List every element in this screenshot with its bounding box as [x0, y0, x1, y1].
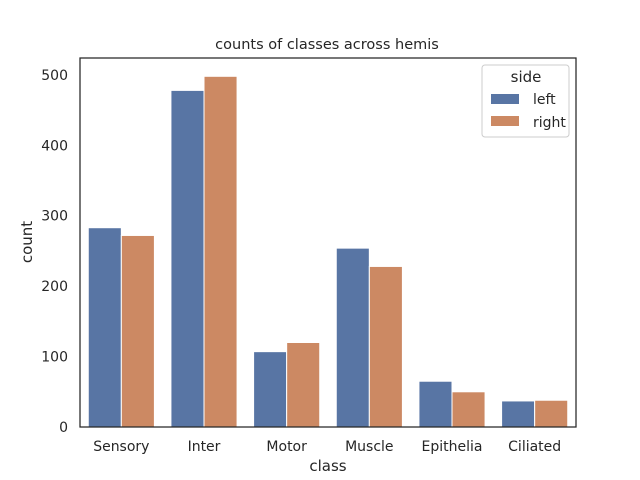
- x-tick-label: Motor: [266, 439, 307, 455]
- bar-muscle-right: [368, 265, 403, 428]
- y-tick-label: 200: [41, 279, 68, 295]
- bar-epithelia-right: [451, 391, 486, 428]
- y-axis-ticks: 0 100 200 300 400 500: [41, 68, 68, 436]
- y-tick-label: 500: [41, 68, 68, 84]
- y-tick-label: 0: [59, 420, 68, 436]
- y-tick-label: 100: [41, 350, 68, 366]
- x-axis-ticks: Sensory Inter Motor Muscle Epithelia Ciliated: [93, 439, 561, 455]
- legend-swatch-left: [491, 94, 519, 104]
- bars-layer: [87, 75, 569, 428]
- x-tick-label: Muscle: [345, 439, 393, 455]
- y-tick-label: 400: [41, 138, 68, 154]
- y-tick-label: 300: [41, 209, 68, 225]
- bar-epithelia-left: [418, 380, 453, 428]
- bar-muscle-left: [335, 247, 370, 428]
- x-tick-label: Ciliated: [508, 439, 561, 455]
- bar-sensory-right: [120, 234, 155, 428]
- bar-ciliated-left: [501, 400, 536, 428]
- bar-inter-right: [203, 75, 238, 428]
- bar-inter-left: [170, 89, 205, 428]
- bar-motor-left: [253, 351, 288, 428]
- x-tick-label: Inter: [188, 439, 221, 455]
- legend-swatch-right: [491, 116, 519, 126]
- x-tick-label: Sensory: [93, 439, 149, 455]
- bar-ciliated-right: [534, 399, 569, 428]
- legend: side left right: [481, 64, 570, 138]
- x-tick-label: Epithelia: [422, 439, 483, 455]
- bar-sensory-left: [87, 227, 122, 428]
- chart-title: counts of classes across hemis: [215, 37, 439, 53]
- legend-label-right: right: [533, 115, 566, 131]
- bar-motor-right: [286, 341, 321, 428]
- legend-title: side: [511, 68, 542, 86]
- legend-label-left: left: [533, 92, 556, 108]
- plot-frame: [79, 57, 577, 428]
- x-axis-title: class: [309, 457, 346, 475]
- y-axis-title: count: [18, 221, 36, 263]
